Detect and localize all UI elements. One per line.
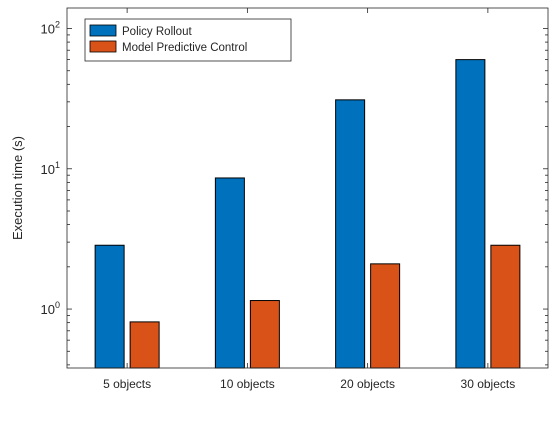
legend-box <box>84 18 292 62</box>
bars-layer <box>94 59 521 369</box>
bar-policy-rollout-2 <box>214 177 245 369</box>
y-tick-label: 102 <box>41 19 60 36</box>
legend-label: Policy Rollout <box>122 26 192 38</box>
plot-area <box>66 7 549 369</box>
x-axis: 5 objects 10 objects 20 objects 30 objects <box>103 8 515 391</box>
y-tick-label: 101 <box>41 160 60 177</box>
legend-swatch <box>89 24 117 37</box>
bar-mpc-3 <box>370 263 401 369</box>
legend-label: Model Predictive Control <box>122 42 247 54</box>
x-tick-label: 20 objects <box>340 377 395 391</box>
bar-mpc-4 <box>490 244 521 369</box>
legend: Policy Rollout Model Predictive Control <box>84 18 292 62</box>
bar-policy-rollout-1 <box>94 244 125 369</box>
y-axis-label: Execution time (s) <box>10 136 25 240</box>
legend-swatch <box>89 40 117 53</box>
bar-policy-rollout-4 <box>455 59 486 369</box>
bar-mpc-2 <box>249 300 280 369</box>
bar-policy-rollout-3 <box>335 99 366 369</box>
bar-mpc-1 <box>129 321 160 369</box>
y-axis: 100 101 102 <box>41 19 548 366</box>
x-tick-label: 5 objects <box>103 377 151 391</box>
y-tick-label: 100 <box>41 300 60 317</box>
x-tick-label: 30 objects <box>461 377 516 391</box>
x-tick-label: 10 objects <box>220 377 275 391</box>
